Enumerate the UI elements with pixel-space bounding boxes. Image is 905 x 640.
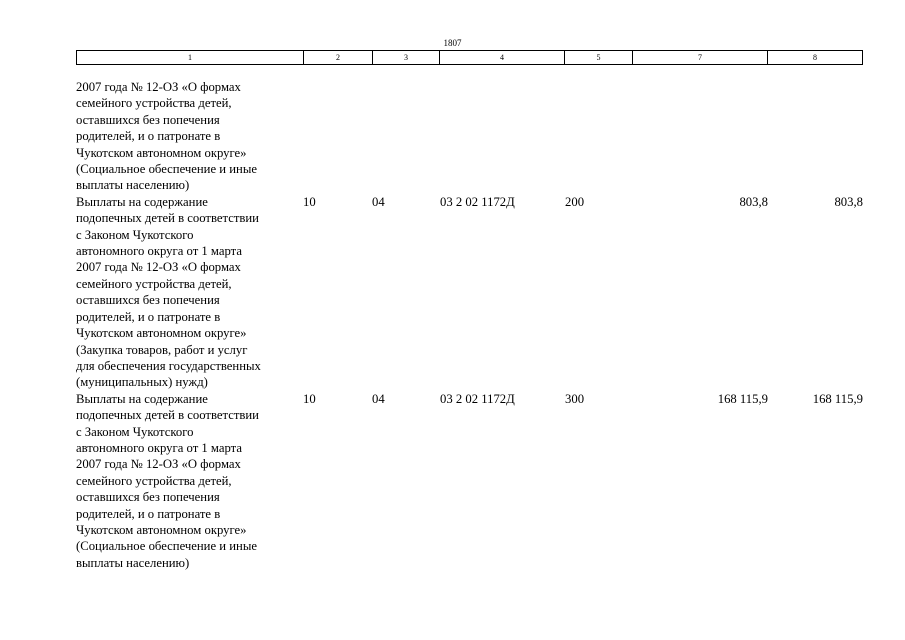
row-value-col8: 168 115,9 <box>812 391 863 406</box>
row-description: 2007 года № 12-ОЗ «О формах семейного ус… <box>76 80 257 193</box>
header-row: 1 2 3 4 5 7 8 <box>76 50 863 65</box>
header-cell-col5: 5 <box>564 50 633 65</box>
row-description: Выплаты на содержание подопечных детей в… <box>76 194 261 390</box>
row-subsection-code: 04 <box>372 391 385 406</box>
header-cell-col1: 1 <box>76 50 304 65</box>
row-description: Выплаты на содержание подопечных детей в… <box>76 391 259 570</box>
header-cell-col2: 2 <box>303 50 373 65</box>
table-body: 2007 года № 12-ОЗ «О формах семейного ус… <box>76 79 866 571</box>
row-expense-type: 200 <box>565 194 585 209</box>
page-number: 1807 <box>443 38 462 48</box>
row-value-col8: 803,8 <box>834 194 863 209</box>
row-section-code: 10 <box>303 194 316 209</box>
row-section-code: 10 <box>303 391 316 406</box>
row-value-col7: 803,8 <box>739 194 768 209</box>
row-target-article: 03 2 02 1172Д <box>440 391 515 406</box>
header-cell-col3: 3 <box>372 50 440 65</box>
row-target-article: 03 2 02 1172Д <box>440 194 515 209</box>
table-row: Выплаты на содержание подопечных детей в… <box>76 391 866 571</box>
table-row: 2007 года № 12-ОЗ «О формах семейного ус… <box>76 79 866 194</box>
column-header-table: 1 2 3 4 5 7 8 <box>76 50 863 65</box>
row-value-col7: 168 115,9 <box>717 391 768 406</box>
header-cell-col7: 7 <box>632 50 768 65</box>
header-cell-col8: 8 <box>767 50 863 65</box>
row-subsection-code: 04 <box>372 194 385 209</box>
row-expense-type: 300 <box>565 391 585 406</box>
header-cell-col4: 4 <box>439 50 565 65</box>
table-row: Выплаты на содержание подопечных детей в… <box>76 194 866 391</box>
